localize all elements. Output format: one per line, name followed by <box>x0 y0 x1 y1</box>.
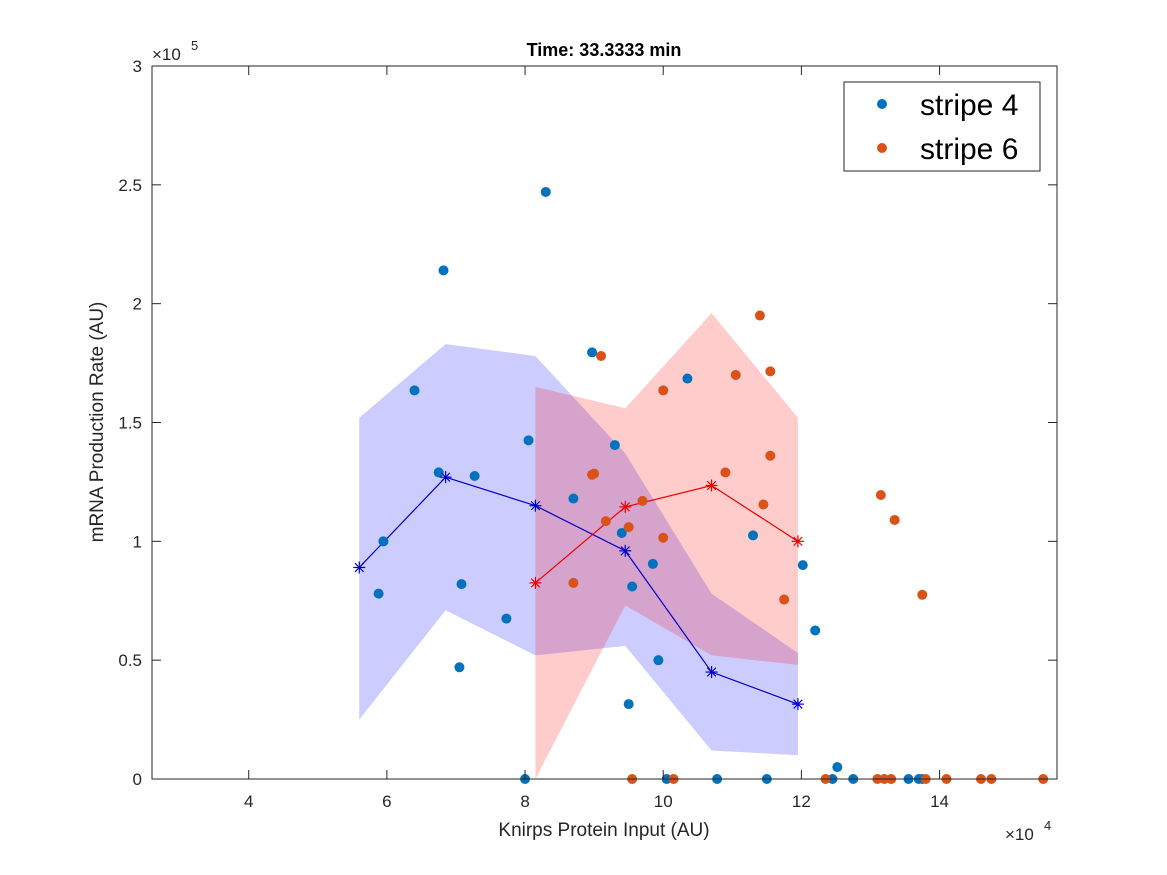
point-stripe-6 <box>889 514 900 525</box>
point-stripe-6 <box>623 522 634 533</box>
y-exponent: ×10 5 <box>152 38 198 64</box>
point-stripe-4 <box>378 536 389 547</box>
point-stripe-4 <box>454 662 465 673</box>
point-stripe-4 <box>540 186 551 197</box>
legend: stripe 4 stripe 6 <box>843 81 1041 172</box>
point-stripe-6 <box>596 350 607 361</box>
point-stripe-4 <box>647 558 658 569</box>
y-tick-label: 0 <box>133 770 142 789</box>
x-tick-label: 14 <box>930 792 949 811</box>
point-stripe-6 <box>589 468 600 479</box>
x-tick-label: 8 <box>520 792 529 811</box>
point-stripe-6 <box>658 385 669 396</box>
y-axis-label: mRNA Production Rate (AU) <box>87 302 108 543</box>
confidence-bands <box>359 313 798 779</box>
legend-label-stripe-4: stripe 4 <box>920 89 1018 122</box>
mean-line-stripe-6 <box>535 484 799 584</box>
y-tick-label: 2.5 <box>118 176 142 195</box>
y-tick-label: 0.5 <box>118 651 142 670</box>
point-stripe-4 <box>587 347 598 358</box>
point-stripe-4 <box>456 579 467 590</box>
mean-marker-stripe-4 <box>619 544 632 557</box>
point-stripe-4 <box>797 560 808 571</box>
point-stripe-6 <box>765 366 776 377</box>
point-stripe-6 <box>758 499 769 510</box>
x-exponent-power: 4 <box>1044 818 1051 833</box>
x-exponent: ×10 4 <box>1005 818 1051 844</box>
x-tick-label: 10 <box>654 792 673 811</box>
point-stripe-6 <box>658 532 669 543</box>
x-exponent-base: ×10 <box>1005 825 1034 844</box>
point-stripe-4 <box>682 373 693 384</box>
point-stripe-4 <box>832 762 843 773</box>
point-stripe-4 <box>748 530 759 541</box>
point-stripe-4 <box>469 470 480 481</box>
point-stripe-4 <box>616 528 627 539</box>
point-stripe-6 <box>917 589 928 600</box>
point-stripe-4 <box>609 440 620 451</box>
point-stripe-4 <box>653 655 664 666</box>
axes: 4 6 8 10 12 14 0 0.5 1 1.5 2 2.5 3 <box>118 57 1058 811</box>
mean-marker-stripe-4 <box>529 499 542 512</box>
point-stripe-4 <box>568 493 579 504</box>
point-stripe-4 <box>623 699 634 710</box>
binned-mean-lines <box>358 476 799 705</box>
legend-box <box>843 81 1041 172</box>
legend-label-stripe-6: stripe 6 <box>920 133 1018 166</box>
legend-marker-stripe-6 <box>877 143 887 153</box>
point-stripe-4 <box>409 385 420 396</box>
mean-marker-stripe-4 <box>705 666 718 679</box>
x-tick-label: 12 <box>792 792 811 811</box>
mean-marker-stripe-6 <box>791 535 804 548</box>
point-stripe-4 <box>810 625 821 636</box>
mean-marker-stripe-4 <box>439 471 452 484</box>
point-stripe-4 <box>627 581 638 592</box>
point-stripe-6 <box>765 450 776 461</box>
y-tick-label: 2 <box>133 295 142 314</box>
y-exponent-base: ×10 <box>152 45 181 64</box>
band-stripe-4 <box>359 344 798 756</box>
point-stripe-6 <box>754 310 765 321</box>
mean-marker-stripe-6 <box>529 576 542 589</box>
point-stripe-4 <box>501 613 512 624</box>
x-axis-label: Knirps Protein Input (AU) <box>498 820 709 841</box>
point-stripe-4 <box>438 265 449 276</box>
y-tick-label: 1.5 <box>118 414 142 433</box>
point-stripe-4 <box>433 467 444 478</box>
mean-marker-stripe-6 <box>619 500 632 513</box>
point-stripe-6 <box>779 594 790 605</box>
y-exponent-power: 5 <box>191 38 198 53</box>
point-stripe-4 <box>373 588 384 599</box>
x-tick-label: 6 <box>382 792 391 811</box>
mean-marker-stripe-4 <box>791 698 804 711</box>
point-stripe-4 <box>523 435 534 446</box>
y-tick-label: 3 <box>133 57 142 76</box>
point-stripe-6 <box>637 495 648 506</box>
band-stripe-6 <box>535 313 798 779</box>
data-points <box>373 186 1049 784</box>
point-stripe-6 <box>568 577 579 588</box>
x-tick-label: 4 <box>244 792 253 811</box>
plot-background <box>152 66 1057 779</box>
point-stripe-6 <box>600 516 611 527</box>
chart-title: Time: 33.3333 min <box>527 40 682 60</box>
mean-line-stripe-4 <box>358 476 799 705</box>
point-stripe-6 <box>730 369 741 380</box>
mean-marker-stripe-4 <box>353 561 366 574</box>
point-stripe-6 <box>875 489 886 500</box>
y-tick-label: 1 <box>133 532 142 551</box>
point-stripe-6 <box>720 467 731 478</box>
mean-marker-stripe-6 <box>705 479 718 492</box>
binned-mean-markers <box>353 471 804 711</box>
legend-marker-stripe-4 <box>877 99 887 109</box>
